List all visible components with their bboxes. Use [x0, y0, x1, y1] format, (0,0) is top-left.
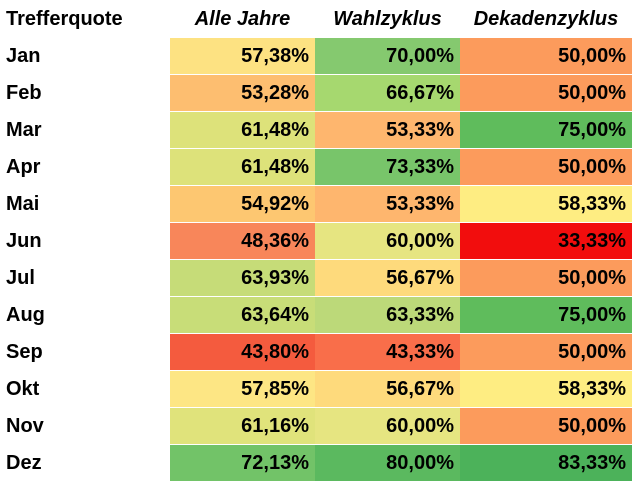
row-label: Jun: [6, 230, 42, 252]
heatmap-cell: 61,48%: [170, 149, 315, 186]
heatmap-cell: 58,33%: [460, 186, 632, 223]
row-label: Apr: [6, 156, 41, 178]
heatmap-cell: 56,67%: [315, 260, 460, 297]
heatmap-cell: 58,33%: [460, 371, 632, 408]
heatmap-cell: 60,00%: [315, 223, 460, 260]
corner-label: Trefferquote: [6, 7, 123, 30]
heatmap-cell: 63,33%: [315, 297, 460, 334]
heatmap-cell: 54,92%: [170, 186, 315, 223]
row-label: Jan: [6, 45, 41, 67]
row-label: Okt: [6, 378, 40, 400]
heatmap-cell: 75,00%: [460, 297, 632, 334]
row-label: Mar: [6, 119, 42, 141]
heatmap-cell: 48,36%: [170, 223, 315, 260]
row-label: Mai: [6, 193, 40, 215]
heatmap-cell: 63,64%: [170, 297, 315, 334]
heatmap-cell: 63,93%: [170, 260, 315, 297]
heatmap-cell: 57,38%: [170, 38, 315, 75]
heatmap-cell: 50,00%: [460, 408, 632, 445]
heatmap-cell: 75,00%: [460, 112, 632, 149]
heatmap-cell: 70,00%: [315, 38, 460, 75]
heatmap-cell: 61,16%: [170, 408, 315, 445]
heatmap-cell: 73,33%: [315, 149, 460, 186]
heatmap-cell: 33,33%: [460, 223, 632, 260]
heatmap-cell: 80,00%: [315, 445, 460, 482]
row-label: Sep: [6, 341, 43, 363]
heatmap-cell: 83,33%: [460, 445, 632, 482]
heatmap-cell: 50,00%: [460, 334, 632, 371]
column-header: Alle Jahre: [194, 7, 291, 30]
row-label: Feb: [6, 82, 42, 104]
heatmap-cell: 53,33%: [315, 112, 460, 149]
heatmap-cell: 53,33%: [315, 186, 460, 223]
row-label: Dez: [6, 452, 42, 474]
heatmap-cell: 57,85%: [170, 371, 315, 408]
row-label: Jul: [6, 267, 35, 289]
column-header: Dekadenzyklus: [473, 7, 619, 30]
heatmap-cell: 53,28%: [170, 75, 315, 112]
heatmap-cell: 60,00%: [315, 408, 460, 445]
heatmap-cell: 50,00%: [460, 75, 632, 112]
heatmap-cell: 50,00%: [460, 38, 632, 75]
heatmap-cell: 50,00%: [460, 260, 632, 297]
heatmap-cell: 66,67%: [315, 75, 460, 112]
row-label: Aug: [6, 304, 45, 326]
heatmap-cell: 43,80%: [170, 334, 315, 371]
row-label: Nov: [6, 415, 44, 437]
heatmap-cell: 56,67%: [315, 371, 460, 408]
column-header: Wahlzyklus: [333, 7, 442, 30]
heatmap-cell: 61,48%: [170, 112, 315, 149]
heatmap-cell: 50,00%: [460, 149, 632, 186]
heatmap-cell: 72,13%: [170, 445, 315, 482]
heatmap-cell: 43,33%: [315, 334, 460, 371]
